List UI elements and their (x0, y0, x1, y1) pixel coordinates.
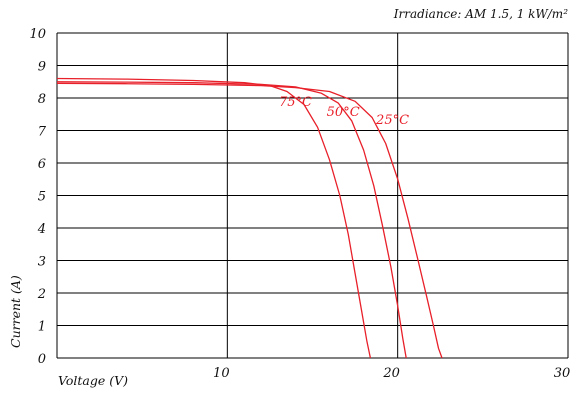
y-tick-label: 7 (38, 125, 47, 140)
series-labels: 25°C 50°C 75°C (279, 95, 409, 128)
x-tick-label: 30 (554, 366, 571, 381)
series-line-75c (56, 77, 372, 359)
x-axis-label: Voltage (V) (58, 373, 128, 388)
y-tick-label: 3 (38, 255, 46, 270)
x-tick-label: 10 (213, 366, 230, 381)
y-tick-label: 8 (38, 92, 46, 107)
y-tick-label: 5 (38, 190, 46, 205)
y-tick-label: 10 (29, 27, 46, 42)
y-tick-label: 9 (38, 60, 46, 75)
series-label: 50°C (327, 105, 360, 120)
series-label: 25°C (375, 113, 409, 128)
irradiance-annotation: Irradiance: AM 1.5, 1 kW/m² (393, 7, 568, 21)
x-tick-label: 20 (382, 366, 400, 381)
series-line-50c (56, 81, 407, 359)
series-line-25c (56, 82, 443, 359)
x-tick-labels: 10 20 30 (213, 366, 570, 381)
chart-series (56, 77, 443, 359)
y-axis-label: Current (A) (8, 275, 23, 348)
y-tick-label: 2 (37, 287, 46, 302)
y-tick-label: 6 (38, 157, 46, 172)
y-tick-label: 1 (38, 320, 46, 335)
y-tick-label: 0 (38, 352, 46, 367)
series-label: 75°C (279, 95, 312, 110)
y-tick-labels: 0 1 2 3 4 5 6 7 8 9 10 (29, 27, 46, 367)
y-tick-label: 4 (37, 222, 46, 237)
